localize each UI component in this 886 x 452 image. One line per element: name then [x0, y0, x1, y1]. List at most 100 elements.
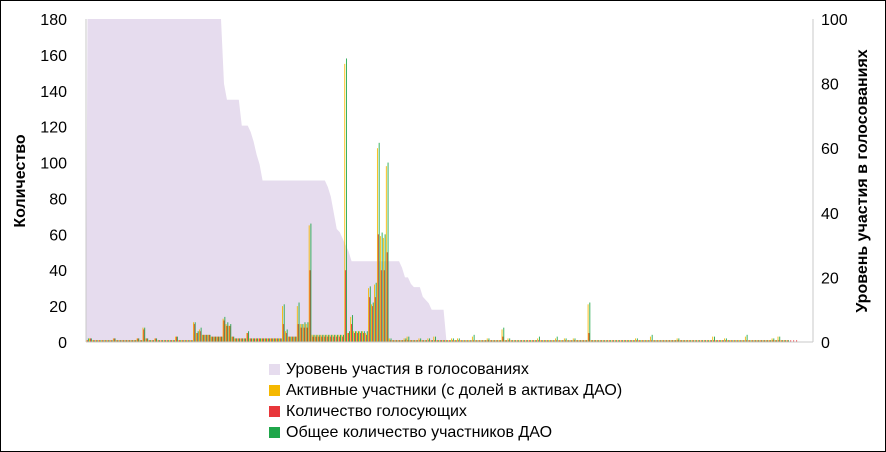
- legend-label: Количество голосующих: [286, 402, 467, 420]
- bar-voters: [223, 320, 225, 342]
- bar-total: [132, 340, 134, 342]
- bar-active: [397, 340, 399, 342]
- bar-total: [212, 336, 214, 342]
- bar-voters: [357, 333, 358, 342]
- legend-item-voters: Количество голосующих: [269, 401, 622, 422]
- bar-active: [347, 333, 349, 342]
- bar-voters: [330, 336, 332, 342]
- bar-active: [415, 340, 417, 342]
- bar-active: [371, 304, 372, 342]
- y2-tick-label: 20: [821, 270, 839, 287]
- bar-total: [402, 340, 404, 342]
- bar-voters: [733, 340, 735, 342]
- bar-active: [101, 340, 102, 342]
- bar-total: [533, 340, 534, 342]
- bar-active: [433, 336, 435, 342]
- bar-active: [421, 340, 423, 342]
- bar-voters: [214, 336, 216, 342]
- bar-active: [237, 338, 239, 342]
- bar-voters: [110, 340, 112, 342]
- bar-voters: [609, 340, 611, 342]
- bar-voters: [407, 340, 409, 342]
- bar-voters: [434, 340, 436, 342]
- bar-voters: [455, 340, 456, 342]
- legend-swatch-active: [269, 385, 280, 396]
- bar-voters: [517, 340, 519, 342]
- bar-active: [516, 340, 518, 342]
- bar-voters: [380, 270, 382, 342]
- bar-active: [501, 329, 503, 342]
- bar-total: [577, 340, 579, 342]
- y-axis-title: Количество: [12, 134, 29, 227]
- bar-active: [284, 331, 286, 342]
- bar-active: [356, 331, 358, 342]
- bar-voters: [202, 334, 204, 342]
- bar-total: [509, 338, 511, 342]
- bar-voters: [250, 338, 252, 342]
- bar-active: [593, 340, 595, 342]
- bar-total: [586, 340, 588, 342]
- bar-total: [90, 338, 92, 342]
- bar-active: [287, 336, 289, 342]
- y2-tick-label: 100: [821, 12, 848, 29]
- bar-active: [581, 340, 583, 342]
- bar-voters: [725, 340, 726, 342]
- bar-active: [136, 338, 138, 342]
- bar-voters: [466, 340, 468, 342]
- bar-total: [96, 340, 98, 342]
- bar-active: [528, 340, 530, 342]
- bar-voters: [271, 338, 272, 342]
- bar-active: [555, 338, 556, 342]
- y-tick-label: 120: [40, 120, 67, 137]
- bar-voters: [742, 340, 744, 342]
- bar-total: [191, 340, 193, 342]
- bar-total: [432, 340, 433, 342]
- bar-voters: [437, 340, 439, 342]
- bar-voters: [342, 336, 344, 342]
- bar-total: [583, 340, 585, 342]
- bar-total: [444, 340, 445, 342]
- bar-voters: [306, 327, 308, 342]
- bar-active: [552, 340, 553, 342]
- bar-voters: [463, 340, 465, 342]
- bar-active: [308, 225, 310, 342]
- bar-active: [427, 338, 429, 342]
- bar-active: [667, 340, 669, 342]
- bar-active: [596, 340, 598, 342]
- bar-active: [753, 340, 755, 342]
- y-tick-label: 40: [49, 263, 67, 280]
- bar-active: [219, 336, 221, 342]
- bar-total: [215, 336, 217, 342]
- bar-voters: [282, 324, 284, 342]
- bar-total: [773, 338, 775, 342]
- bar-voters: [538, 340, 539, 342]
- bar-total: [506, 340, 508, 342]
- bar-voters: [211, 336, 213, 342]
- bar-total: [458, 338, 460, 342]
- bar-voters: [413, 340, 415, 342]
- bar-total: [746, 334, 748, 342]
- bar-total: [387, 162, 389, 342]
- bar-active: [258, 338, 260, 342]
- bar-active: [492, 340, 494, 342]
- bar-voters: [618, 340, 620, 342]
- bar-active: [563, 338, 565, 342]
- bar-voters: [514, 340, 516, 342]
- bar-total: [758, 340, 760, 342]
- legend-item-participation: Уровень участия в голосованиях: [269, 359, 622, 380]
- bar-voters: [134, 340, 136, 342]
- bar-voters: [766, 340, 768, 342]
- bar-voters: [689, 340, 691, 342]
- bar-total: [449, 340, 451, 342]
- bar-voters: [392, 340, 394, 342]
- bar-total: [518, 340, 520, 342]
- bar-voters: [769, 340, 771, 342]
- bar-voters: [107, 340, 109, 342]
- bar-voters: [644, 340, 646, 342]
- bar-active: [685, 340, 687, 342]
- bar-voters: [173, 340, 174, 342]
- bar-total: [260, 338, 261, 342]
- bar-active: [86, 340, 88, 342]
- bar-active: [457, 338, 458, 342]
- bar-voters: [176, 336, 177, 342]
